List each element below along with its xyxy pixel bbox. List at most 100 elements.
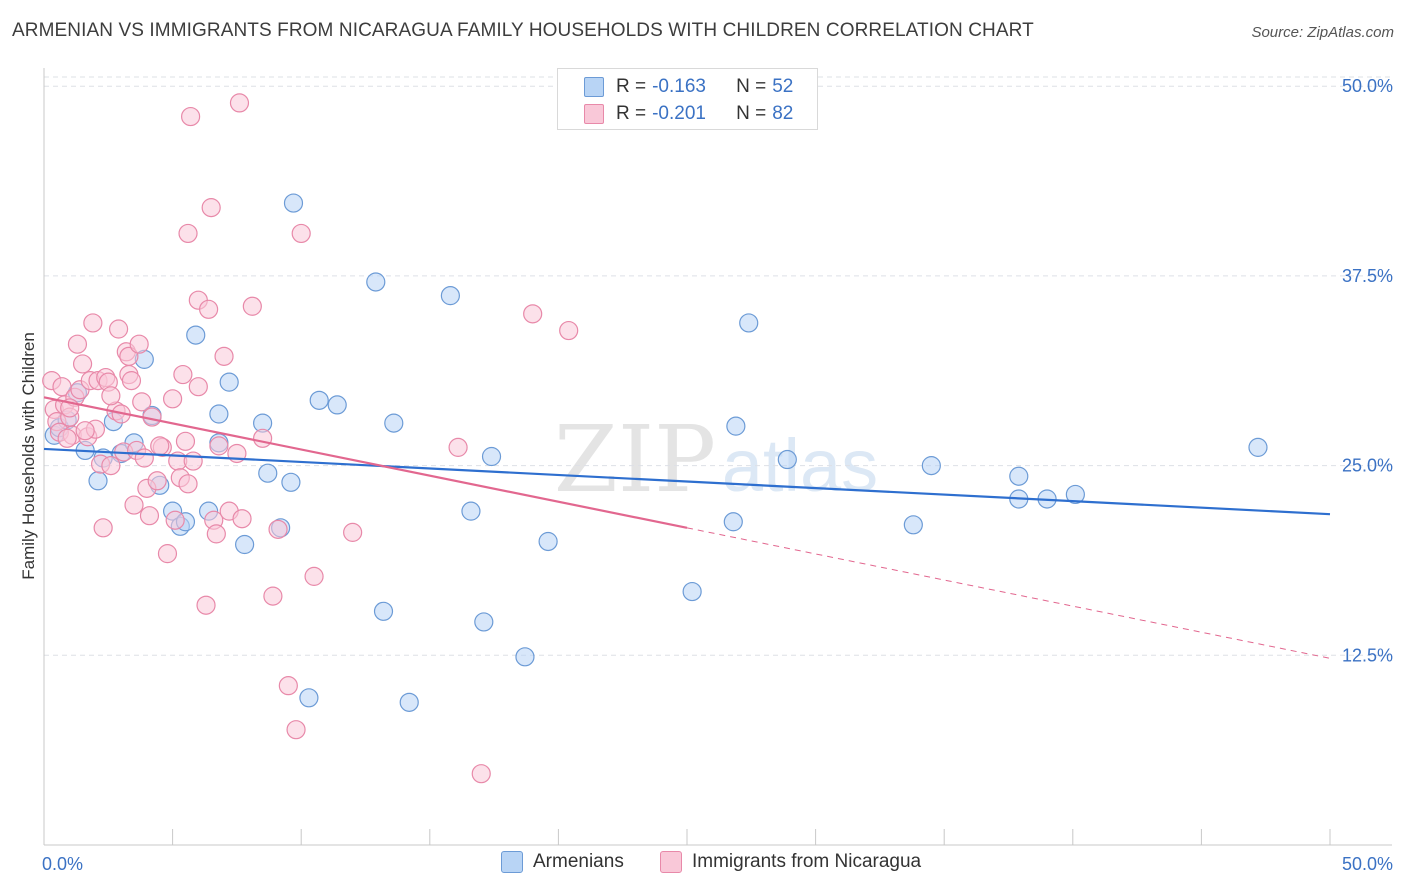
nicaragua-point bbox=[201, 198, 221, 218]
nicaragua-point bbox=[163, 389, 183, 409]
legend-swatch-nicaragua bbox=[584, 104, 604, 124]
nicaragua-point bbox=[559, 320, 579, 341]
nicaragua-point bbox=[175, 431, 196, 451]
nicaragua-point bbox=[165, 510, 185, 530]
armenian-point bbox=[461, 501, 481, 521]
legend-row-armenians: R = -0.163 N = 52 bbox=[584, 74, 793, 100]
nicaragua-point bbox=[209, 436, 229, 456]
armenian-point bbox=[373, 601, 394, 621]
y-tick-label: 25.0% bbox=[1342, 456, 1393, 476]
armenian-point bbox=[440, 286, 460, 306]
nicaragua-point bbox=[199, 299, 219, 319]
nicaragua-point bbox=[304, 566, 324, 586]
armenian-point bbox=[723, 512, 743, 532]
nicaragua-point bbox=[206, 524, 226, 544]
chart-title: ARMENIAN VS IMMIGRANTS FROM NICARAGUA FA… bbox=[12, 20, 1034, 41]
armenian-point bbox=[903, 515, 923, 535]
nicaragua-point bbox=[278, 676, 298, 696]
nicaragua-point bbox=[147, 471, 167, 491]
series-swatch-armenians bbox=[501, 851, 523, 873]
armenian-point bbox=[474, 612, 494, 632]
nicaragua-point bbox=[134, 448, 154, 468]
nicaragua-point bbox=[196, 595, 216, 615]
nicaragua-point bbox=[183, 451, 203, 471]
armenian-point bbox=[283, 193, 304, 213]
nicaragua-point bbox=[181, 106, 201, 127]
armenian-point bbox=[481, 446, 502, 467]
nicaragua-point bbox=[173, 364, 193, 385]
nicaragua-point bbox=[72, 354, 93, 374]
y-tick-label: 12.5% bbox=[1342, 645, 1393, 665]
nicaragua-point bbox=[178, 223, 198, 244]
legend-r-value: -0.163 bbox=[652, 76, 706, 97]
source-credit: Source: ZipAtlas.com bbox=[1251, 24, 1394, 41]
series-swatch-nicaragua bbox=[660, 851, 682, 873]
series-legend-armenians[interactable]: Armenians bbox=[501, 851, 624, 873]
armenian-point bbox=[281, 472, 301, 492]
nicaragua-point bbox=[157, 544, 178, 564]
series-legend-nicaragua[interactable]: Immigrants from Nicaragua bbox=[660, 851, 921, 873]
nicaragua-point bbox=[291, 223, 311, 244]
nicaragua-point bbox=[232, 509, 252, 529]
armenian-point bbox=[209, 404, 229, 424]
series-label-nicaragua: Immigrants from Nicaragua bbox=[692, 851, 922, 872]
armenian-trend-line bbox=[43, 447, 1331, 516]
armenian-point bbox=[327, 395, 347, 415]
legend-n-label: N = bbox=[736, 76, 767, 97]
legend-n-value: 82 bbox=[772, 103, 794, 124]
nicaragua-trend-line bbox=[43, 396, 688, 529]
armenian-point bbox=[682, 581, 702, 602]
watermark-zip: ZIP bbox=[554, 406, 716, 513]
armenian-point bbox=[1009, 466, 1029, 486]
nicaragua-point bbox=[150, 436, 170, 456]
legend-n-value: 52 bbox=[772, 76, 794, 97]
nicaragua-trend-line-extension bbox=[686, 527, 1331, 659]
nicaragua-point bbox=[448, 437, 468, 457]
x-tick-label: 50.0% bbox=[1342, 854, 1393, 874]
legend-row-nicaragua: R = -0.201 N = 82 bbox=[584, 101, 793, 127]
nicaragua-point bbox=[132, 392, 152, 412]
armenian-point bbox=[1248, 437, 1268, 457]
nicaragua-point bbox=[471, 764, 491, 784]
nicaragua-point bbox=[67, 334, 88, 354]
armenian-point bbox=[538, 531, 558, 552]
nicaragua-point bbox=[121, 371, 142, 391]
nicaragua-point bbox=[523, 304, 543, 324]
armenian-point bbox=[726, 416, 746, 436]
y-tick-label: 37.5% bbox=[1342, 266, 1393, 286]
nicaragua-point bbox=[263, 586, 283, 606]
nicaragua-point bbox=[101, 386, 121, 406]
armenian-point bbox=[88, 471, 108, 491]
armenian-point bbox=[1065, 484, 1085, 505]
nicaragua-point bbox=[242, 296, 262, 316]
armenian-point bbox=[384, 413, 404, 433]
armenian-point bbox=[186, 325, 206, 345]
nicaragua-point bbox=[229, 93, 250, 113]
nicaragua-point bbox=[188, 377, 208, 397]
nicaragua-point bbox=[83, 313, 103, 333]
armenian-point bbox=[235, 534, 255, 555]
legend-swatch-armenians bbox=[584, 77, 604, 97]
nicaragua-point bbox=[124, 495, 144, 515]
nicaragua-point bbox=[108, 319, 129, 339]
nicaragua-point bbox=[139, 506, 160, 526]
armenian-point bbox=[921, 456, 941, 476]
armenian-point bbox=[515, 647, 535, 667]
nicaragua-point bbox=[178, 474, 198, 494]
nicaragua-point bbox=[268, 519, 288, 539]
legend-r-value: -0.201 bbox=[652, 103, 706, 124]
correlation-legend: R = -0.163 N = 52 R = -0.201 N = 82 bbox=[557, 68, 818, 130]
nicaragua-point bbox=[129, 334, 149, 354]
nicaragua-point bbox=[101, 456, 121, 476]
armenian-point bbox=[258, 463, 278, 483]
armenian-point bbox=[739, 313, 759, 333]
armenian-point bbox=[299, 688, 319, 708]
nicaragua-point bbox=[286, 720, 306, 740]
legend-r-label: R = bbox=[616, 76, 647, 97]
series-label-armenians: Armenians bbox=[533, 851, 624, 872]
nicaragua-point bbox=[214, 346, 234, 366]
legend-n-label: N = bbox=[736, 103, 767, 124]
armenian-point bbox=[309, 390, 329, 410]
y-tick-label: 50.0% bbox=[1342, 76, 1393, 96]
